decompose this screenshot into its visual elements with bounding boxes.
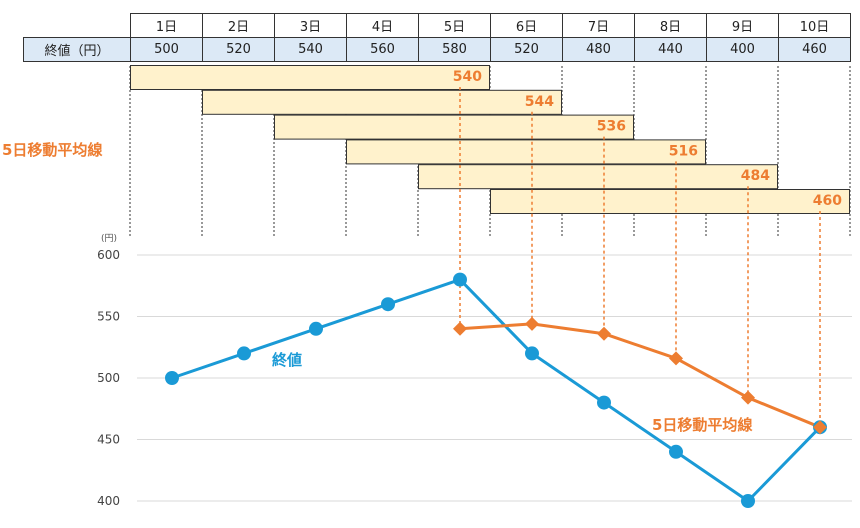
close-point	[381, 297, 395, 312]
close-point	[525, 346, 539, 361]
y-tick-label: 450	[97, 433, 120, 447]
series-markers	[165, 272, 827, 508]
y-tick-label: 600	[97, 248, 120, 262]
close-price-row: 終値（円） 500 520 540 560 580 520 480 440 400 460	[23, 37, 851, 62]
chart-labels: 5日移動平均線 (円) 終値 5日移動平均線	[2, 141, 752, 434]
close-point	[669, 444, 683, 459]
close-point	[309, 321, 323, 336]
ma-window-value: 540	[453, 69, 482, 85]
ma-window-box	[130, 65, 490, 90]
day-header-cell: 8日	[634, 13, 707, 38]
ma-point	[525, 316, 539, 331]
day-header-cell: 1日	[130, 13, 203, 38]
y-tick-label: 550	[97, 310, 120, 324]
day-header-cell: 10日	[778, 13, 851, 38]
close-price-cell: 400	[706, 37, 779, 62]
ma-side-label: 5日移動平均線	[2, 141, 102, 159]
y-gridlines: 600 550 500 450 400	[97, 248, 852, 508]
close-point	[453, 272, 467, 287]
close-price-cell: 440	[634, 37, 707, 62]
y-axis-unit-label: (円)	[101, 233, 117, 244]
ma-window-box	[346, 139, 706, 165]
ma-window-value: 516	[669, 143, 698, 159]
y-tick-label: 400	[97, 494, 120, 508]
ma-window-value: 484	[741, 168, 770, 184]
close-price-cell: 520	[490, 37, 563, 62]
price-table: 1日 2日 3日 4日 5日 6日 7日 8日 9日 10日 終値（円） 500 520 540 560…	[23, 13, 851, 62]
ma-window-value: 536	[597, 119, 626, 135]
day-header-cell: 9日	[706, 13, 779, 38]
close-point	[741, 494, 755, 508]
day-header-cell: 7日	[562, 13, 635, 38]
close-price-cell: 500	[130, 37, 203, 62]
ma-point	[669, 351, 683, 366]
ma-point	[597, 326, 611, 341]
ma-series-label: 5日移動平均線	[652, 416, 752, 434]
close-price-cell: 460	[778, 37, 851, 62]
close-series-line	[171, 278, 822, 503]
y-tick-label: 500	[97, 371, 120, 385]
close-point	[597, 395, 611, 410]
close-price-cell: 560	[346, 37, 419, 62]
close-row-label: 終値（円）	[23, 37, 131, 62]
day-header-cell: 4日	[346, 13, 419, 38]
ma-window-box	[490, 189, 850, 214]
close-point	[237, 346, 251, 361]
ma-window-value: 460	[813, 193, 842, 209]
ma-window-box	[274, 114, 634, 140]
close-price-cell: 580	[418, 37, 491, 62]
ma-point	[813, 420, 827, 435]
ma-window-value: 544	[525, 94, 554, 110]
ma-window-box	[202, 89, 562, 115]
day-header-cell: 2日	[202, 13, 275, 38]
close-point	[165, 371, 179, 385]
close-price-cell: 480	[562, 37, 635, 62]
day-header-row: 1日 2日 3日 4日 5日 6日 7日 8日 9日 10日	[24, 13, 851, 38]
ma-window-box	[418, 164, 778, 190]
ma-series-line	[459, 322, 821, 429]
ma-point	[741, 390, 755, 405]
series-lines	[171, 278, 822, 503]
ma-window-boxes: 540 544 536 516 484 460	[130, 65, 850, 214]
ma-point	[453, 321, 467, 336]
close-price-cell: 520	[202, 37, 275, 62]
close-series-label: 終値	[272, 351, 302, 369]
ma-connectors	[459, 87, 821, 428]
close-price-cell: 540	[274, 37, 347, 62]
